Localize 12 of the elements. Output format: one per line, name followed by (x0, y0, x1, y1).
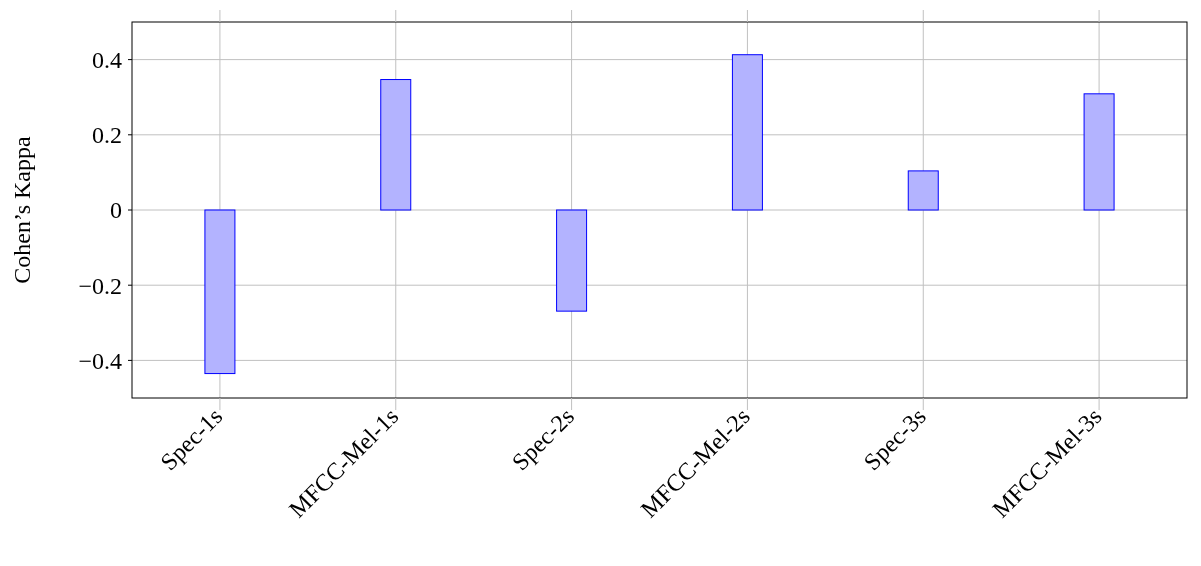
y-tick-label: 0 (110, 197, 122, 224)
y-tick-label: 0.4 (92, 47, 122, 73)
bar (204, 209, 236, 375)
y-tick-label: 0.2 (92, 122, 122, 149)
bar (907, 170, 939, 211)
bar (556, 209, 588, 312)
y-axis-title: Cohen’s Kappa (9, 136, 35, 284)
bar (731, 54, 763, 211)
bar (380, 79, 412, 211)
y-tick-label: −0.4 (78, 347, 122, 374)
y-tick-label: −0.2 (78, 272, 122, 299)
bar (1083, 93, 1115, 211)
